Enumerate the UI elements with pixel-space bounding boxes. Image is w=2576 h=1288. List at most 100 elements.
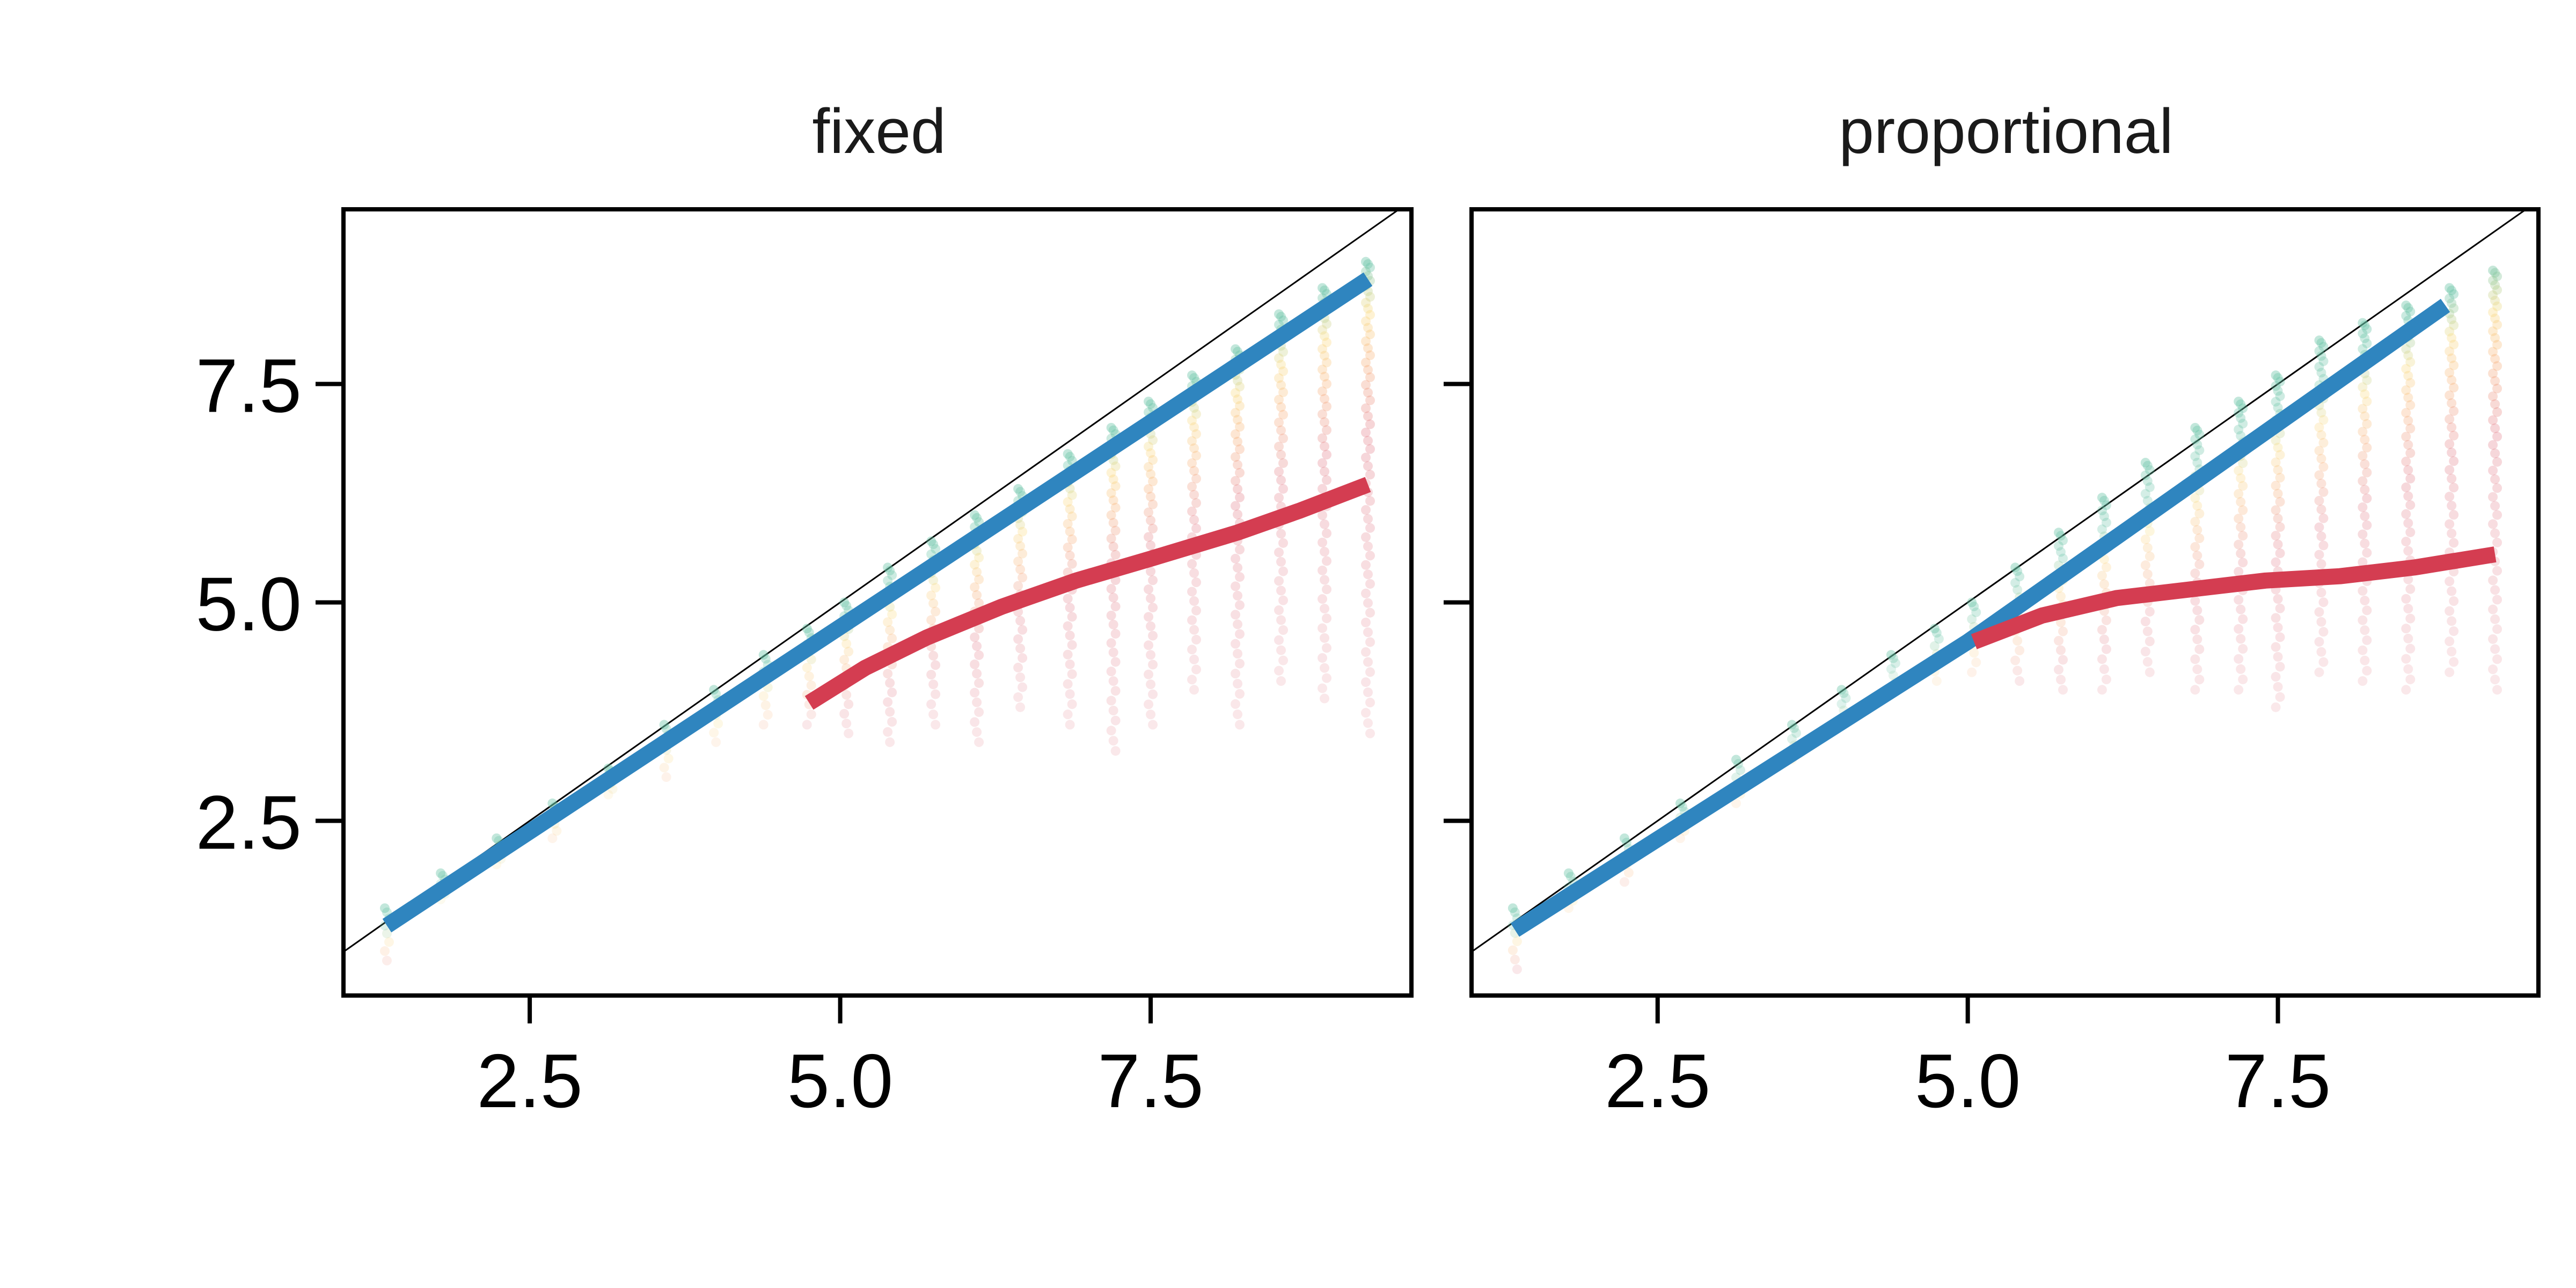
scatter-point [1278, 433, 1289, 443]
scatter-point [2012, 636, 2023, 646]
scatter-point [1934, 634, 1944, 644]
scatter-point [1318, 594, 1328, 604]
scatter-point [2142, 496, 2153, 506]
scatter-point [1320, 633, 1330, 643]
scatter-point [1363, 598, 1373, 608]
scatter-point [1318, 683, 1328, 693]
scatter-point [2192, 605, 2202, 616]
scatter-point [1067, 559, 1077, 569]
scatter-point [1063, 649, 1073, 660]
scatter-point [2447, 353, 2457, 363]
scatter-point [883, 697, 893, 707]
scatter-point [1018, 653, 1028, 663]
scatter-point [2401, 364, 2411, 374]
scatter-point [1276, 615, 1286, 625]
scatter-point [2358, 404, 2368, 414]
scatter-point [970, 659, 980, 669]
scatter-point [1274, 635, 1284, 645]
scatter-point [2238, 644, 2248, 654]
scatter-point [844, 647, 854, 657]
scatter-point [711, 689, 721, 699]
scatter-point [661, 772, 671, 782]
y-tick-label: 2.5 [196, 780, 302, 865]
scatter-point [2445, 346, 2455, 356]
scatter-point [2145, 482, 2155, 492]
scatter-point [2273, 514, 2283, 524]
scatter-point [2358, 557, 2368, 567]
scatter-point [711, 737, 721, 747]
scatter-point [1969, 648, 1979, 658]
scatter-point [2056, 531, 2066, 541]
scatter-points [1507, 265, 2502, 975]
scatter-point [2318, 597, 2329, 608]
scatter-point [2271, 702, 2281, 712]
scatter-point [1108, 518, 1118, 528]
scatter-point [2358, 382, 2368, 392]
scatter-point [1365, 579, 1375, 589]
scatter-point [2316, 368, 2326, 378]
scatter-point [1065, 631, 1075, 641]
scatter-point [2054, 541, 2064, 551]
scatter-point [2403, 664, 2413, 674]
scatter-point [1191, 664, 1202, 675]
scatter-point [1361, 505, 1371, 515]
scatter-point [885, 678, 895, 688]
scatter-point [2190, 568, 2200, 579]
scatter-point [2449, 430, 2459, 441]
scatter-point [2445, 293, 2455, 303]
scatter-point [1731, 755, 1741, 765]
scatter-point [2314, 422, 2324, 433]
scatter-point [382, 955, 392, 965]
scatter-point [2192, 634, 2202, 645]
scatter-point [1276, 312, 1286, 322]
scatter-point [763, 709, 773, 720]
scatter-point [1187, 370, 1197, 380]
scatter-point [2099, 579, 2109, 589]
scatter-point [2145, 551, 2155, 561]
scatter-point [1967, 597, 1977, 608]
plot-area-fixed: 2.5 5.0 7.5 2.5 5.0 7.5 [196, 207, 1414, 1124]
scatter-point [2236, 473, 2246, 484]
scatter-point [2401, 456, 2411, 466]
scatter-point [2010, 577, 2021, 588]
scatter-point [926, 590, 936, 601]
scatter-point [2271, 642, 2281, 652]
scatter-point [1065, 689, 1075, 699]
scatter-point [2190, 685, 2200, 695]
scatter-point [1365, 523, 1375, 533]
scatter-point [1322, 613, 1332, 624]
scatter-point [1013, 662, 1023, 672]
scatter-point [2234, 397, 2244, 407]
scatter-point [1146, 679, 1156, 690]
scatter-point [2449, 657, 2459, 667]
scatter-point [883, 562, 893, 573]
scatter-point [1841, 693, 1851, 703]
scatter-point [2099, 664, 2109, 674]
scatter-point [2097, 570, 2107, 581]
scatter-point [2099, 634, 2109, 645]
scatter-point [1187, 675, 1197, 685]
scatter-point [1619, 877, 1629, 887]
scatter-point [972, 727, 982, 737]
scatter-point [2492, 483, 2502, 493]
scatter-point [2190, 422, 2200, 433]
scatter-point [2194, 644, 2205, 654]
scatter-point [2314, 607, 2324, 617]
scatter-point [2234, 465, 2244, 475]
scatter-point [1235, 382, 1245, 392]
scatter-point [2234, 539, 2244, 550]
scatter-point [2360, 485, 2370, 495]
scatter-point [1235, 720, 1245, 730]
scatter-point [2234, 595, 2244, 605]
scatter-point [2192, 525, 2202, 535]
scatter-point [1187, 481, 1197, 492]
scatter-point [1363, 718, 1373, 728]
scatter-point [2273, 488, 2283, 499]
scatter-point [379, 946, 390, 956]
scatter-point [1231, 553, 1241, 564]
scatter-point [1191, 409, 1202, 419]
scatter-point [2488, 575, 2498, 586]
scatter-point [1363, 259, 1373, 269]
scatter-point [2194, 445, 2205, 455]
scatter-point [1791, 728, 1802, 738]
